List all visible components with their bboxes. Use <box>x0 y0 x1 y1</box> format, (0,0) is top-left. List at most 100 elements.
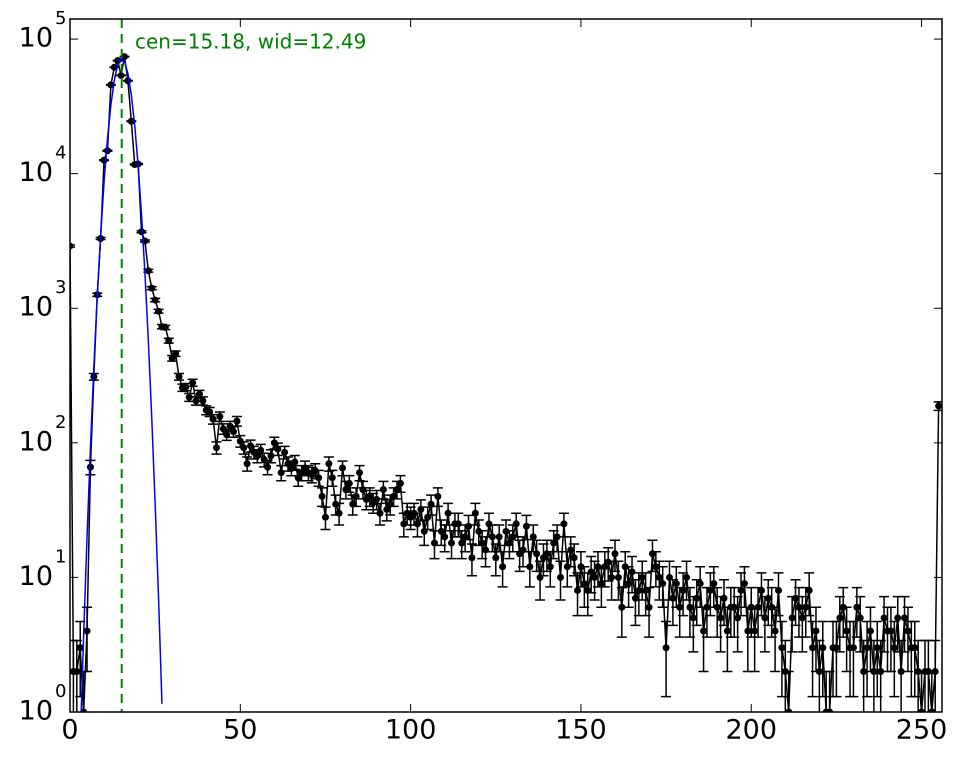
data-point <box>311 467 319 475</box>
series-line <box>80 57 163 712</box>
data-point <box>710 580 718 588</box>
data-point <box>836 614 844 622</box>
data-point <box>458 539 466 547</box>
x-tick-label: 50 <box>223 715 257 746</box>
data-point <box>880 614 888 622</box>
y-tick-label: 10 <box>19 157 53 188</box>
data-point <box>230 428 237 436</box>
data-point <box>669 594 677 602</box>
data-point <box>274 445 282 453</box>
data-point <box>625 580 633 588</box>
data-point <box>519 546 527 554</box>
data-point <box>577 563 585 571</box>
x-tick-label: 0 <box>61 715 78 746</box>
data-point <box>584 586 592 594</box>
data-point <box>771 627 779 635</box>
data-point <box>911 644 919 652</box>
data-point <box>247 442 255 450</box>
data-point <box>522 522 530 530</box>
data-point <box>321 513 329 521</box>
data-point <box>550 539 558 547</box>
data-point <box>175 373 183 381</box>
data-point <box>427 500 435 508</box>
data-point <box>546 563 554 571</box>
data-point <box>294 474 302 482</box>
data-point <box>138 228 146 236</box>
data-point <box>662 644 670 652</box>
data-point <box>499 563 507 571</box>
y-tick-exponent: 0 <box>55 681 66 702</box>
data-point <box>839 603 847 611</box>
data-point <box>604 558 612 566</box>
data-point <box>543 550 551 558</box>
data-point <box>270 439 278 447</box>
data-point <box>792 594 800 602</box>
data-point <box>648 550 656 558</box>
data-point <box>461 533 469 541</box>
error-bar <box>930 639 941 712</box>
data-point <box>240 444 248 452</box>
data-point <box>373 495 381 503</box>
data-point <box>223 431 231 439</box>
data-point <box>315 474 323 482</box>
data-point <box>655 573 663 581</box>
data-point <box>553 533 561 541</box>
data-point <box>264 463 272 471</box>
data-point <box>383 505 391 513</box>
data-point <box>107 81 115 89</box>
data-point <box>781 667 789 675</box>
data-point <box>815 667 823 675</box>
data-point <box>73 667 81 675</box>
data-point <box>83 627 91 635</box>
data-point <box>161 323 169 331</box>
data-point <box>393 486 401 494</box>
data-point <box>877 667 885 675</box>
data-point <box>526 563 534 571</box>
data-point <box>894 614 902 622</box>
data-point <box>349 500 357 508</box>
data-point <box>430 539 438 547</box>
data-point <box>849 644 857 652</box>
data-point <box>935 402 942 410</box>
data-point <box>744 627 752 635</box>
data-point <box>437 527 445 535</box>
y-tick-label: 10 <box>19 23 53 54</box>
data-point <box>127 117 135 125</box>
data-point <box>587 568 595 576</box>
data-point <box>557 573 564 581</box>
data-point <box>495 533 503 541</box>
data-point <box>148 284 156 292</box>
data-point <box>155 307 163 315</box>
data-point <box>901 614 909 622</box>
error-bar <box>773 572 784 617</box>
data-point <box>488 533 496 541</box>
data-point <box>703 603 711 611</box>
data-point <box>485 520 493 528</box>
data-point <box>856 614 864 622</box>
data-point <box>570 554 578 562</box>
data-point <box>536 573 544 581</box>
data-point <box>805 586 813 594</box>
data-point <box>795 603 803 611</box>
data-point <box>121 53 128 61</box>
data-point <box>594 563 602 571</box>
data-point <box>768 603 776 611</box>
x-tick-label: 200 <box>725 715 777 746</box>
annotation: cen=15.18, wid=12.49 <box>135 30 366 54</box>
data-point <box>785 708 793 712</box>
data-point <box>580 580 588 588</box>
data-point <box>356 469 364 477</box>
data-point <box>574 586 582 594</box>
data-point <box>723 627 731 635</box>
data-point <box>740 580 748 588</box>
data-point <box>635 586 643 594</box>
y-tick-label: 10 <box>19 696 53 727</box>
data-point <box>209 415 217 423</box>
data-point <box>400 520 408 528</box>
data-point <box>144 267 152 275</box>
data-point <box>819 644 827 652</box>
data-point <box>444 509 452 517</box>
error-bar <box>82 606 93 673</box>
data-point <box>672 580 680 588</box>
